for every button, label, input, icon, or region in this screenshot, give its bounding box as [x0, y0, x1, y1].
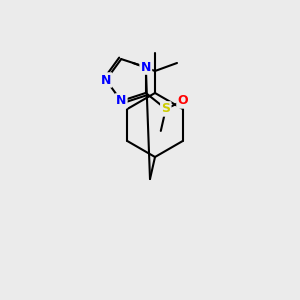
- Text: N: N: [101, 74, 111, 86]
- Text: O: O: [178, 94, 188, 107]
- Text: N: N: [116, 94, 126, 107]
- Text: S: S: [161, 102, 170, 116]
- Text: N: N: [141, 61, 151, 74]
